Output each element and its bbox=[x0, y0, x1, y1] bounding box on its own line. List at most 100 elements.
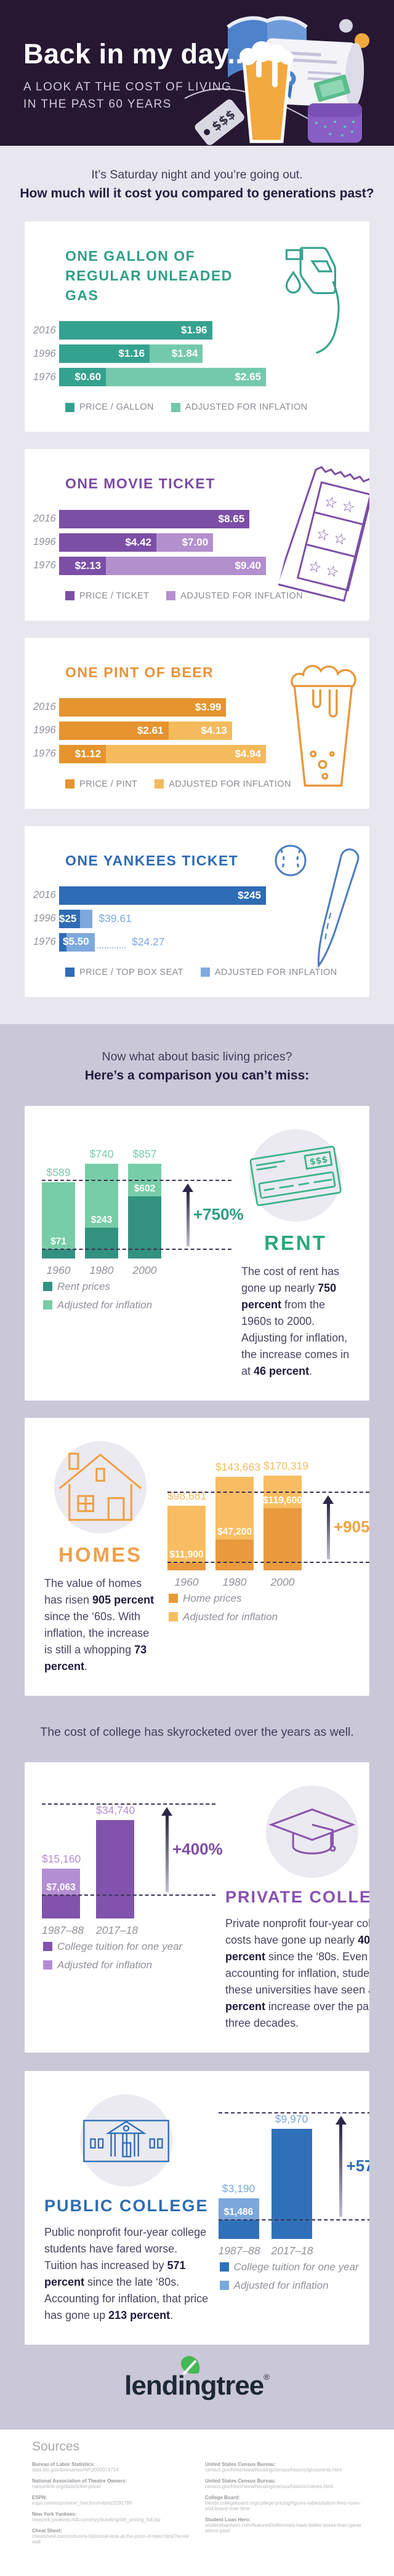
legend-label: PRICE / PINT bbox=[79, 779, 138, 789]
legend-item: ADJUSTED FOR INFLATION bbox=[200, 967, 337, 977]
beer-bar-chart: 2016 $3.99 1996 $2.61 $4.13 1976 $1.12 $4.94 bbox=[33, 698, 266, 763]
private-college-title: PRIVATE COLLEGE bbox=[225, 1887, 369, 1906]
legend-swatch bbox=[219, 2281, 229, 2291]
adjusted-segment: $7,063 bbox=[42, 1868, 80, 1896]
column-plot: $589 $71 1960 $740 $243 1980 $857 $602 2000 +750% bbox=[42, 1147, 244, 1276]
source-entry: Bureau of Labor Statistics: data.bls.gov/… bbox=[32, 2462, 189, 2473]
private-college-card: $15,160 $7,063 1987–88 $34,740 2017–18 +400% … bbox=[25, 1762, 369, 2053]
source-entry: Student Loan Hero: studentloanhero.com/fe… bbox=[205, 2517, 362, 2534]
body-text: . bbox=[309, 1364, 313, 1377]
source-entry: Cheat Sheet: cheatsheet.com/culture/a-his… bbox=[32, 2528, 189, 2545]
public-college-description: Public nonprofit four-year college stude… bbox=[44, 2224, 209, 2324]
yankees-card: ONE YANKEES TICKET 2016 $245 1996 $25 $39.61… bbox=[25, 825, 369, 997]
private-college-column-chart: $15,160 $7,063 1987–88 $34,740 2017–18 +400% bbox=[42, 1803, 223, 1936]
percent-increase-label: +905% bbox=[334, 1517, 369, 1536]
legend-item: College tuition for one year bbox=[43, 1941, 219, 1953]
bar-row: 1976 $0.60 $2.65 bbox=[33, 368, 266, 387]
bar-row: 1996 $4.42 $7.00 bbox=[33, 533, 266, 552]
upper-dashed-line bbox=[42, 1803, 215, 1805]
intro-text: It’s Saturday night and you’re going out… bbox=[0, 165, 394, 204]
movie-ticket-icon: ☆ ☆ ☆ ☆ ☆ ☆ bbox=[276, 466, 369, 602]
source-entry: National Association of Theatre Owners: n… bbox=[32, 2478, 189, 2489]
legend-item: College tuition for one year bbox=[219, 2261, 369, 2273]
price-label: $11,900 bbox=[169, 1549, 204, 1560]
wallet-icon bbox=[308, 103, 362, 143]
column: $98,681 $11,900 1960 bbox=[167, 1460, 206, 1588]
source-entry: New York Yankees: newyork.yankees.mlb.com… bbox=[32, 2511, 189, 2522]
movie-bar-chart: 2016 $8.65 1996 $4.42 $7.00 1976 $2.13 $9.40 bbox=[33, 509, 266, 575]
movie-card: ONE MOVIE TICKET 2016 $8.65 1996 $4.42 $7.00… bbox=[25, 449, 369, 621]
bar-row: 1976 $5.50 $24.27 bbox=[33, 932, 266, 952]
adjusted-segment: $243 bbox=[85, 1163, 118, 1228]
highlight-text: 750 percent bbox=[241, 1281, 337, 1311]
year-label: 1987–88 bbox=[42, 1923, 84, 1936]
column-bar bbox=[271, 2128, 312, 2239]
college-heading: The cost of college has skyrocketed over… bbox=[0, 1723, 394, 1741]
registered-mark: ® bbox=[263, 2372, 270, 2382]
adjusted-label: $24.27 bbox=[132, 936, 165, 948]
total-label: $740 bbox=[89, 1147, 114, 1160]
adjusted-segment: $1,486 bbox=[218, 2198, 259, 2220]
intro-line-1: It’s Saturday night and you’re going out… bbox=[91, 168, 303, 181]
legend-swatch bbox=[43, 1282, 52, 1292]
gas-card-title: ONE GALLON OF REGULAR UNLEADED GAS bbox=[65, 247, 233, 304]
adjusted-bar: $1.84 bbox=[150, 344, 203, 364]
legend-item: PRICE / TICKET bbox=[65, 591, 149, 601]
source-name: United States Census Bureau: bbox=[205, 2478, 276, 2484]
total-label: $170,319 bbox=[263, 1459, 308, 1472]
lendingtree-logo: lendingtree® bbox=[124, 2355, 270, 2401]
body-text: since the ‘60s. With inflation, the incr… bbox=[44, 1610, 150, 1656]
source-url: data.bls.gov/timeseries/APU000074714 bbox=[32, 2467, 119, 2473]
legend-swatch bbox=[200, 968, 210, 977]
price-bar: $4.42 bbox=[59, 533, 156, 552]
public-college-card: PUBLIC COLLEGE Public nonprofit four-yea… bbox=[25, 2070, 369, 2345]
legend-swatch bbox=[169, 1594, 178, 1604]
year-label: 1980 bbox=[222, 1575, 247, 1588]
legend-item: PRICE / GALLON bbox=[65, 402, 154, 412]
svg-text:☆ ☆: ☆ ☆ bbox=[307, 557, 341, 581]
living-heading-line-1: Now what about basic living prices? bbox=[102, 1049, 292, 1063]
source-entry: College Board: trends.collegeboard.org/co… bbox=[205, 2495, 362, 2511]
source-name: Cheat Sheet: bbox=[32, 2527, 62, 2534]
source-entry: ESPN: espn.com/espn/wire/_/section/mlb/id… bbox=[32, 2495, 189, 2506]
legend-swatch bbox=[171, 402, 180, 412]
price-bar: $1.96 bbox=[59, 321, 212, 340]
college-heading-line: The cost of college has skyrocketed over… bbox=[40, 1725, 354, 1739]
legend-swatch bbox=[166, 591, 176, 601]
year-label: 2016 bbox=[33, 701, 56, 713]
total-label: $3,190 bbox=[222, 2182, 255, 2195]
legend-label: ADJUSTED FOR INFLATION bbox=[214, 967, 337, 977]
bar-row: 2016 $1.96 bbox=[33, 321, 266, 340]
price-label: $119,600 bbox=[263, 1495, 302, 1506]
public-college-title: PUBLIC COLLEGE bbox=[44, 2196, 209, 2215]
year-label: 1996 bbox=[33, 913, 56, 924]
source-url: cheatsheet.com/culture/a-historical-look… bbox=[32, 2533, 190, 2545]
rent-description: The cost of rent has gone up nearly 750 … bbox=[241, 1263, 350, 1380]
legend-swatch bbox=[43, 1300, 52, 1310]
column-bar: $119,600 bbox=[263, 1475, 302, 1570]
price-bar: $2.61 bbox=[59, 721, 169, 740]
legend-label: PRICE / GALLON bbox=[79, 402, 154, 413]
paper-check-icon: $$$ bbox=[249, 1145, 342, 1206]
adjusted-segment: $47,200 bbox=[215, 1476, 254, 1540]
highlight-text: 400 percent bbox=[225, 1933, 369, 1963]
legend-swatch bbox=[219, 2262, 229, 2272]
intro-line-2: How much will it cost you compared to ge… bbox=[20, 186, 374, 201]
adjusted-label: $4.94 bbox=[235, 747, 261, 760]
highlight-text: 46 percent bbox=[254, 1364, 310, 1377]
legend-label: Adjusted for inflation bbox=[183, 1610, 278, 1623]
price-label: $3.99 bbox=[195, 701, 222, 713]
legend-label: Adjusted for inflation bbox=[233, 2279, 329, 2291]
percent-increase-label: +571% bbox=[346, 2157, 369, 2176]
year-label: 1976 bbox=[33, 748, 56, 760]
sources-heading: Sources bbox=[32, 2439, 80, 2454]
lower-dashed-line bbox=[218, 2219, 369, 2221]
legend-label: College tuition for one year bbox=[57, 1940, 183, 1952]
year-label: 1980 bbox=[89, 1263, 114, 1276]
increase-arrow bbox=[161, 1807, 172, 1893]
column-plot: $15,160 $7,063 1987–88 $34,740 2017–18 +400% bbox=[42, 1803, 223, 1936]
beer-glass-icon bbox=[239, 41, 294, 143]
going-out-section: It’s Saturday night and you’re going out… bbox=[0, 146, 394, 1024]
private-college-legend: College tuition for one year Adjusted for… bbox=[43, 1941, 219, 1971]
legend-label: Rent prices bbox=[57, 1280, 110, 1292]
